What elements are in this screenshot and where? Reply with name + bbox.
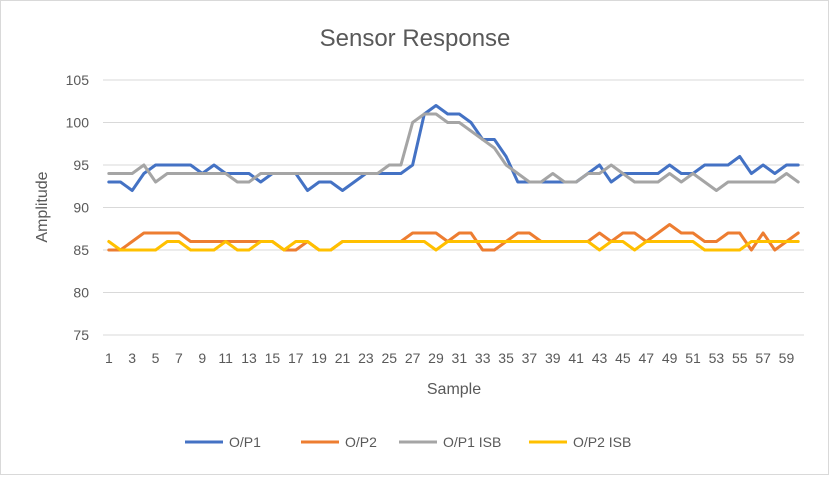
x-tick-label: 45 (615, 350, 631, 366)
x-tick-label: 27 (405, 350, 421, 366)
x-tick-label: 7 (175, 350, 183, 366)
x-tick-label: 17 (288, 350, 304, 366)
legend-label: O/P1 (229, 434, 261, 450)
x-tick-label: 3 (128, 350, 136, 366)
x-tick-label: 37 (522, 350, 538, 366)
y-tick-label: 95 (73, 157, 89, 173)
legend-label: O/P1 ISB (443, 434, 501, 450)
y-axis-ticks: 75 80 85 90 95 100 105 (66, 72, 90, 343)
x-tick-label: 35 (498, 350, 514, 366)
x-tick-label: 9 (198, 350, 206, 366)
y-axis-title: Amplitude (34, 171, 51, 242)
legend-item-1: O/P1 (185, 434, 261, 450)
y-tick-label: 85 (73, 242, 89, 258)
y-tick-label: 105 (66, 72, 90, 88)
x-tick-label: 5 (152, 350, 160, 366)
x-tick-label: 49 (662, 350, 678, 366)
x-tick-label: 39 (545, 350, 561, 366)
x-tick-label: 11 (218, 350, 233, 366)
x-tick-label: 53 (709, 350, 725, 366)
series-line-2 (107, 223, 800, 252)
x-tick-label: 55 (732, 350, 748, 366)
series-line-4 (107, 240, 800, 252)
series-lines (107, 104, 800, 252)
x-tick-label: 29 (428, 350, 444, 366)
legend-item-4: O/P2 ISB (529, 434, 631, 450)
x-tick-label: 25 (381, 350, 397, 366)
x-tick-label: 41 (568, 350, 584, 366)
x-tick-label: 15 (265, 350, 281, 366)
x-tick-label: 19 (311, 350, 327, 366)
y-tick-label: 100 (66, 115, 90, 131)
series-line-3 (107, 112, 800, 192)
legend-item-2: O/P2 (301, 434, 377, 450)
x-tick-label: 13 (241, 350, 257, 366)
x-tick-label: 31 (452, 350, 468, 366)
x-tick-label: 21 (335, 350, 351, 366)
x-tick-label: 23 (358, 350, 374, 366)
y-tick-label: 90 (73, 200, 89, 216)
gridlines (103, 79, 804, 336)
x-tick-label: 1 (105, 350, 113, 366)
y-tick-label: 75 (73, 327, 89, 343)
x-tick-label: 33 (475, 350, 491, 366)
x-tick-label: 51 (685, 350, 701, 366)
legend-item-3: O/P1 ISB (399, 434, 501, 450)
x-tick-label: 57 (755, 350, 771, 366)
y-tick-label: 80 (73, 285, 89, 301)
x-tick-label: 47 (638, 350, 654, 366)
legend-label: O/P2 (345, 434, 377, 450)
x-tick-label: 43 (592, 350, 608, 366)
x-axis-title: Sample (427, 381, 481, 398)
legend-label: O/P2 ISB (573, 434, 631, 450)
chart-title: Sensor Response (320, 25, 511, 52)
x-tick-label: 59 (779, 350, 795, 366)
series-line-1 (107, 104, 800, 192)
legend: O/P1 O/P2 O/P1 ISB O/P2 ISB (185, 434, 631, 450)
x-axis-ticks: 1 3 5 7 9 11 13 15 17 19 21 23 25 27 29 31 33 35 37 39 41 43 4… (105, 350, 795, 366)
